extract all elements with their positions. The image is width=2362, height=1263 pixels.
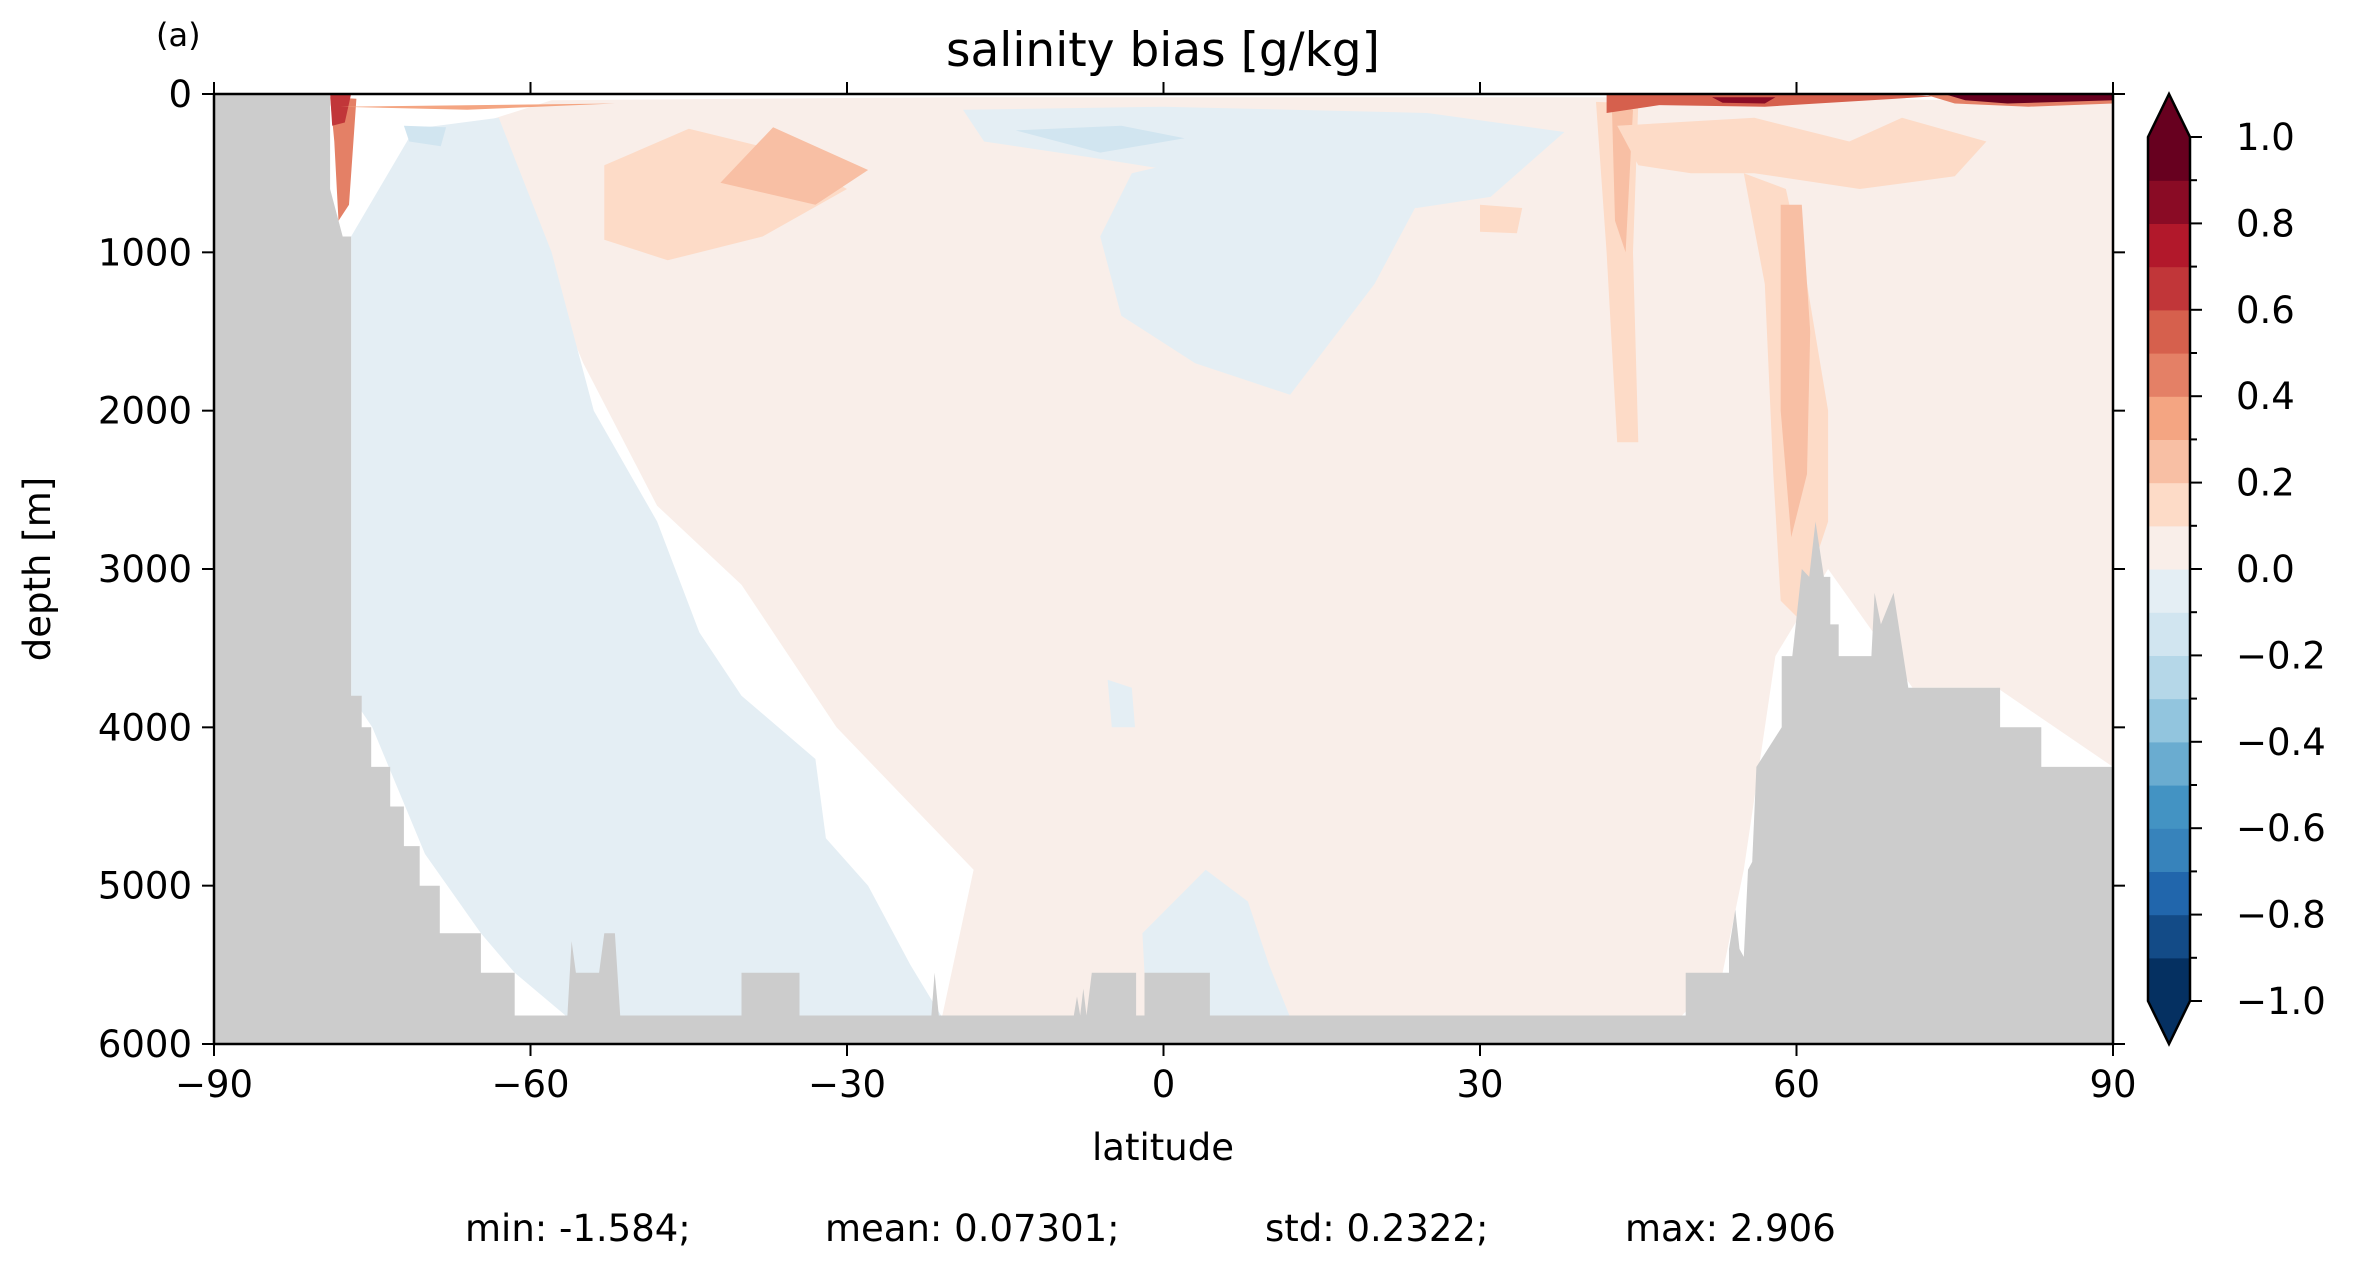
y-tick-label: 2000: [98, 390, 192, 433]
colorbar-segment: [2148, 828, 2190, 872]
stat-min: min: -1.584;: [465, 1207, 691, 1250]
colorbar-tick-label: 0.0: [2236, 548, 2295, 591]
anomaly-region-14: [1015, 125, 1185, 153]
colorbar-extend-bottom: [2148, 1001, 2190, 1044]
y-tick-label: 1000: [98, 231, 192, 274]
y-tick-label: 0: [168, 73, 192, 116]
colorbar-extend-top: [2148, 94, 2190, 137]
colorbar-segment: [2148, 612, 2190, 656]
x-tick-label: 60: [1773, 1063, 1820, 1106]
y-tick-label: 6000: [98, 1023, 192, 1066]
plot-area: [214, 94, 2113, 1044]
colorbar-segment: [2148, 309, 2190, 354]
x-tick-label: −30: [808, 1063, 886, 1106]
y-tick-label: 5000: [98, 865, 192, 908]
colorbar-segment: [2148, 439, 2190, 484]
colorbar-segment: [2148, 482, 2190, 527]
anomaly-region-21: [1944, 94, 2113, 104]
colorbar-segment: [2148, 871, 2190, 916]
colorbar-tick-label: −0.8: [2236, 894, 2326, 937]
colorbar-segment: [2148, 957, 2190, 1002]
colorbar-segment: [2148, 655, 2190, 700]
anomaly-region-22: [340, 103, 615, 110]
colorbar-segment: [2148, 396, 2190, 440]
colorbar-tick-label: 0.2: [2236, 462, 2295, 505]
anomaly-region-6: [1617, 117, 1987, 189]
colorbar-segment: [2148, 525, 2190, 570]
x-tick-label: 30: [1456, 1063, 1503, 1106]
colorbar-tick-label: −0.6: [2236, 807, 2326, 850]
anomaly-region-10: [1100, 141, 1417, 395]
stat-mean: mean: 0.07301;: [825, 1207, 1120, 1250]
colorbar: 1.0 0.8 0.6 0.4 0.2 0.0 −0.2 −0.4 −0.6 −0.8 −1.0: [2146, 91, 2326, 1047]
colorbar-tick-label: 0.4: [2236, 375, 2295, 418]
y-axis-label: depth [m]: [16, 477, 59, 661]
colorbar-segment: [2148, 137, 2190, 181]
anomaly-contours: [330, 94, 2113, 1018]
colorbar-segment: [2148, 914, 2190, 959]
stat-std: std: 0.2322;: [1265, 1207, 1488, 1250]
y-tick-label: 4000: [98, 706, 192, 749]
anomaly-region-16: [330, 97, 357, 221]
x-axis-label: latitude: [1092, 1126, 1234, 1169]
anomaly-region-15: [403, 125, 447, 147]
anomaly-region-17: [330, 94, 352, 126]
x-tick-label: 0: [1152, 1063, 1176, 1106]
x-tick-label: −60: [491, 1063, 569, 1106]
x-axis: −90 −60 −30 0 30 60 90: [175, 82, 2137, 1106]
colorbar-tick-label: −0.4: [2236, 721, 2326, 764]
stat-max: max: 2.906: [1625, 1207, 1836, 1250]
colorbar-tick-label: −0.2: [2236, 634, 2326, 677]
anomaly-region-8: [1480, 204, 1523, 234]
bathymetry-land: [214, 94, 2113, 1044]
anomaly-region-13: [1107, 679, 1135, 728]
chart-title: salinity bias [g/kg]: [946, 23, 1380, 78]
colorbar-segment: [2148, 180, 2190, 224]
colorbar-tick-label: −1.0: [2236, 980, 2326, 1023]
anomaly-region-7: [1780, 204, 1811, 538]
anomaly-region-0: [456, 97, 2113, 1018]
y-axis: 0 1000 2000 3000 4000 5000 6000: [98, 73, 2125, 1066]
colorbar-segment: [2148, 353, 2190, 397]
y-tick-label: 3000: [98, 548, 192, 591]
x-tick-label: 90: [2089, 1063, 2136, 1106]
anomaly-region-9: [351, 117, 943, 1018]
anomaly-region-18: [1606, 94, 1934, 113]
anomaly-region-19: [1712, 97, 1776, 104]
colorbar-tick-label: 0.8: [2236, 202, 2295, 245]
colorbar-segment: [2148, 785, 2190, 829]
colorbar-segment: [2148, 569, 2190, 613]
colorbar-tick-label: 0.6: [2236, 289, 2295, 332]
colorbar-segment: [2148, 741, 2190, 786]
colorbar-segment: [2148, 223, 2190, 268]
x-tick-label: −90: [175, 1063, 253, 1106]
panel-label: (a): [156, 16, 201, 54]
stats-line: min: -1.584; mean: 0.07301; std: 0.2322;…: [465, 1207, 1836, 1250]
colorbar-tick-label: 1.0: [2236, 116, 2295, 159]
anomaly-region-2: [720, 127, 869, 205]
colorbar-segment: [2148, 698, 2190, 743]
colorbar-segment: [2148, 266, 2190, 311]
